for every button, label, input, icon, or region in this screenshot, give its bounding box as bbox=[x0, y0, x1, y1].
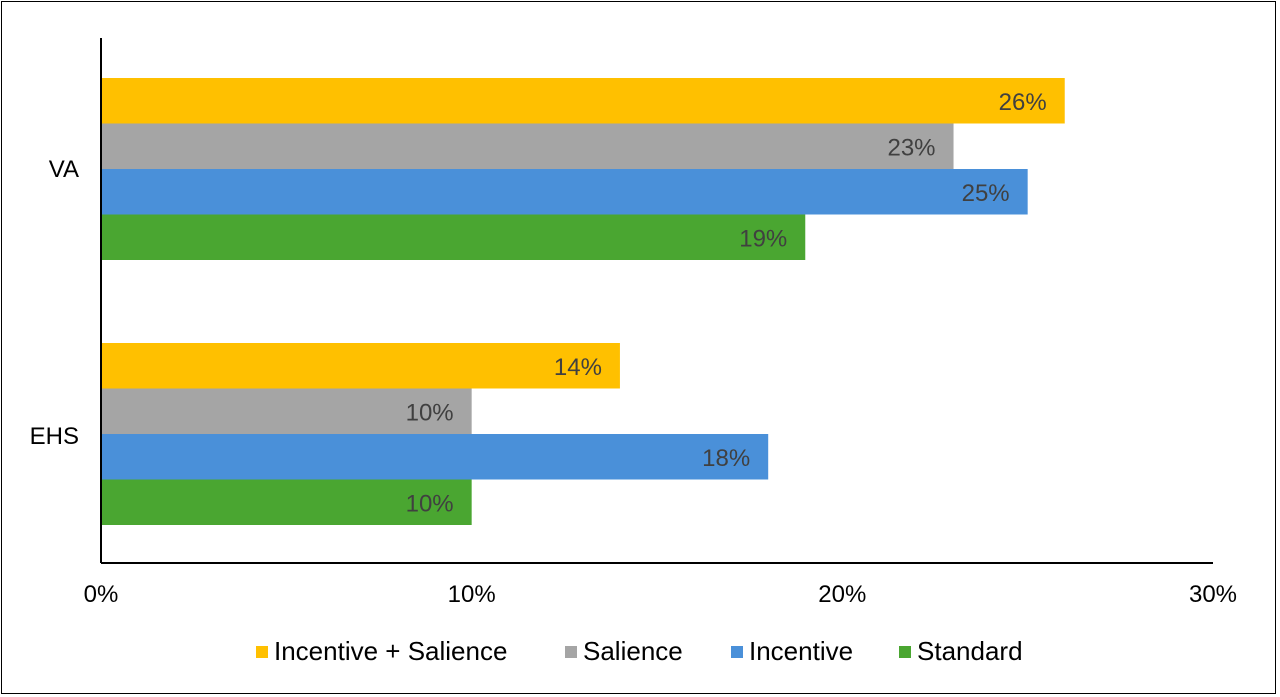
bars-group: 26% 23% 25% 19% 14% 10% 18% 10% bbox=[101, 78, 1065, 525]
legend-swatch-salience bbox=[565, 646, 577, 658]
legend-swatch-incentive bbox=[731, 646, 743, 658]
bar-va-salience bbox=[101, 123, 954, 169]
legend-label-salience: Salience bbox=[583, 636, 683, 666]
data-label-ehs-incentive: 18% bbox=[702, 445, 750, 472]
legend-label-incentive: Incentive bbox=[749, 636, 853, 666]
data-label-va-incentive: 25% bbox=[962, 180, 1010, 207]
category-label-va: VA bbox=[49, 156, 79, 183]
bar-ehs-standard bbox=[101, 479, 472, 525]
legend-label-standard: Standard bbox=[917, 636, 1023, 666]
x-tick-label: 10% bbox=[448, 581, 496, 608]
bar-va-standard bbox=[101, 214, 806, 260]
data-label-ehs-standard: 10% bbox=[406, 490, 454, 517]
data-label-va-standard: 19% bbox=[739, 225, 787, 252]
data-label-va-incentive-salience: 26% bbox=[999, 89, 1047, 116]
data-label-va-salience: 23% bbox=[887, 134, 935, 161]
legend-label-incentive-salience: Incentive + Salience bbox=[274, 636, 507, 666]
bar-va-incentive-salience bbox=[101, 78, 1065, 124]
category-label-ehs: EHS bbox=[30, 423, 79, 450]
axes-group: 0% 10% 20% 30% VA EHS bbox=[30, 38, 1237, 608]
bar-ehs-incentive bbox=[101, 434, 769, 480]
legend-swatch-incentive-salience bbox=[256, 646, 268, 658]
data-label-ehs-incentive-salience: 14% bbox=[554, 354, 602, 381]
legend-swatch-standard bbox=[899, 646, 911, 658]
bar-ehs-salience bbox=[101, 388, 472, 434]
x-tick-label: 0% bbox=[84, 581, 119, 608]
x-tick-label: 20% bbox=[818, 581, 866, 608]
x-tick-label: 30% bbox=[1189, 581, 1237, 608]
bar-va-incentive bbox=[101, 169, 1028, 215]
data-label-ehs-salience: 10% bbox=[406, 399, 454, 426]
bar-ehs-incentive-salience bbox=[101, 343, 620, 389]
legend: Incentive + Salience Salience Incentive Sta… bbox=[256, 636, 1023, 666]
